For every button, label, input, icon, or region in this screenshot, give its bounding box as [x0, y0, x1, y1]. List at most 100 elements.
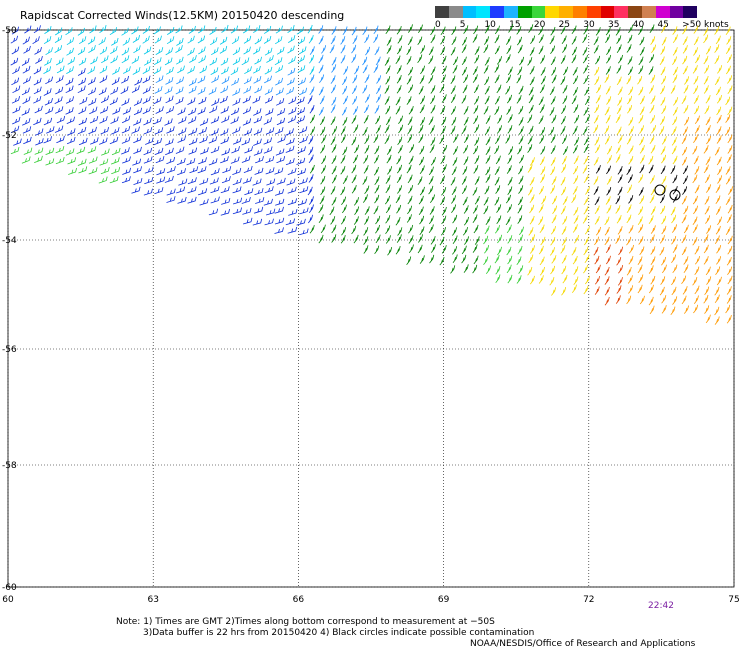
wind-barb	[254, 36, 262, 45]
wind-barb	[550, 157, 556, 166]
wind-barb	[407, 195, 413, 205]
wind-barb	[353, 197, 359, 206]
wind-barb	[594, 236, 600, 246]
wind-barb	[288, 56, 296, 64]
wind-barb	[121, 47, 130, 56]
wind-barb	[320, 126, 326, 136]
wind-barb	[550, 45, 556, 55]
wind-barb	[384, 124, 390, 134]
wind-barb	[661, 225, 667, 235]
wind-barb	[507, 176, 513, 186]
wind-barb	[429, 125, 435, 134]
wind-barb	[384, 85, 390, 94]
wind-barb	[242, 106, 252, 115]
wind-barb	[440, 26, 446, 36]
wind-barb	[694, 184, 700, 194]
wind-barb	[121, 136, 131, 144]
wind-barb	[684, 76, 690, 85]
wind-barb	[88, 87, 97, 96]
wind-barb	[87, 77, 96, 85]
wind-barb	[681, 214, 687, 224]
wind-barb	[340, 126, 346, 135]
wind-barb	[407, 205, 413, 215]
wind-barb	[297, 55, 305, 64]
wind-barb	[109, 97, 118, 105]
wind-barb	[99, 46, 108, 55]
wind-barb	[562, 44, 568, 53]
wind-barb	[133, 178, 143, 185]
wind-barb	[35, 56, 43, 64]
wind-barb	[375, 115, 381, 125]
wind-barb	[681, 246, 687, 256]
wind-barb	[175, 25, 183, 34]
wind-barb	[450, 177, 456, 186]
wind-barb	[604, 266, 610, 276]
wind-barb	[221, 198, 231, 205]
legend-swatch	[545, 6, 560, 18]
wind-barb	[684, 116, 690, 126]
wind-barb	[516, 36, 522, 46]
wind-barb	[694, 245, 700, 255]
wind-barb	[694, 54, 700, 64]
wind-barb	[626, 214, 632, 224]
wind-barb	[428, 75, 434, 84]
wind-barb	[331, 97, 337, 106]
wind-barb	[441, 215, 447, 225]
wind-barb	[637, 264, 643, 274]
wind-barb	[574, 114, 580, 124]
wind-barb	[352, 96, 358, 105]
wind-barb	[153, 117, 162, 125]
wind-barb	[287, 115, 297, 123]
wind-barb	[484, 95, 490, 105]
wind-barb	[671, 214, 677, 224]
wind-barb	[594, 255, 600, 265]
wind-barb	[429, 194, 435, 203]
wind-barb	[683, 105, 689, 114]
wind-barb	[717, 216, 722, 226]
wind-barb	[77, 68, 86, 76]
wind-barb	[220, 186, 230, 194]
wind-barb	[331, 234, 337, 243]
wind-barb	[639, 95, 645, 105]
wind-barb	[527, 135, 533, 145]
wind-barb	[726, 295, 732, 304]
wind-barb	[177, 135, 186, 143]
wind-barb	[110, 55, 118, 64]
wind-barb	[595, 95, 601, 104]
wind-barb	[604, 135, 610, 145]
wind-barb	[549, 35, 555, 45]
wind-barb	[573, 235, 579, 244]
wind-barb	[505, 135, 511, 144]
wind-barb	[296, 157, 306, 165]
wind-barb	[518, 165, 523, 175]
wind-barb	[419, 255, 425, 264]
wind-barb	[572, 255, 578, 265]
wind-barb	[88, 126, 97, 135]
wind-barb	[484, 225, 490, 235]
wind-barb	[156, 176, 166, 184]
wind-barb	[21, 108, 30, 116]
wind-barb	[594, 136, 600, 146]
wind-barb	[230, 116, 239, 124]
wind-barb	[692, 145, 698, 155]
wind-barb	[43, 36, 52, 45]
wind-barb	[274, 227, 284, 234]
wind-barb	[496, 84, 502, 94]
wind-barb	[374, 46, 380, 56]
wind-barb	[166, 126, 175, 134]
wind-barb	[11, 26, 19, 35]
wind-barb	[417, 176, 423, 185]
wind-barb	[67, 57, 76, 65]
legend-swatch	[572, 6, 587, 18]
wind-barb	[43, 88, 52, 96]
wind-barb	[571, 25, 577, 35]
wind-barb	[649, 234, 655, 244]
wind-barb	[573, 137, 579, 146]
wind-barb	[131, 85, 140, 93]
wind-barb	[593, 115, 599, 124]
wind-barb	[659, 286, 665, 296]
wind-barb	[166, 156, 176, 165]
wind-barb	[242, 217, 253, 225]
wind-barb	[704, 286, 710, 296]
wind-barb	[78, 166, 88, 174]
